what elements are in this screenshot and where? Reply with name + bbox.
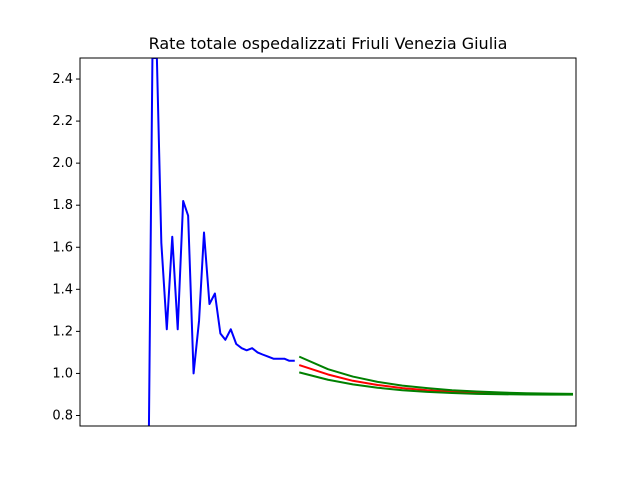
y-axis: 0.8 1.0 1.2 1.4 1.6 1.8 2.0 2.2 2.4 <box>52 72 80 423</box>
y-tick-label: 1.4 <box>52 282 73 297</box>
y-tick-label: 2.2 <box>52 114 73 129</box>
series-line-0 <box>147 58 295 426</box>
y-tick-label: 2.4 <box>52 72 73 87</box>
y-tick-label: 1.6 <box>52 240 73 255</box>
chart-title: Rate totale ospedalizzati Friuli Venezia… <box>149 34 508 53</box>
y-tick-label: 0.8 <box>52 408 73 423</box>
series-line-2 <box>298 355 574 395</box>
series-line-3 <box>298 371 574 396</box>
plot-frame <box>79 57 577 427</box>
y-tick-label: 1.0 <box>52 366 73 381</box>
series-layer <box>147 58 574 426</box>
y-tick-label: 1.8 <box>52 198 73 213</box>
y-tick-label: 1.2 <box>52 324 73 339</box>
y-tick-label: 2.0 <box>52 156 73 171</box>
